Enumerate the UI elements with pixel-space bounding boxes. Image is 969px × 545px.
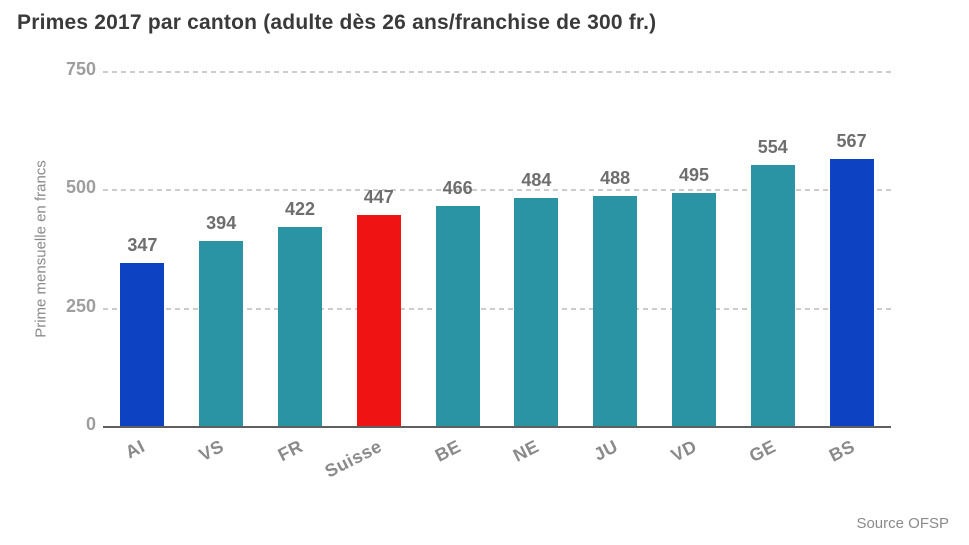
bar-ai (120, 263, 165, 427)
bar-group-ju: 488 JU (576, 72, 655, 465)
bar-group-fr: 422 FR (261, 72, 340, 465)
y-tick-label-250: 250 (65, 295, 96, 316)
bar-value-label: 447 (363, 187, 394, 207)
bar-fr (277, 227, 322, 427)
bar-ju (593, 196, 638, 427)
bar-value-label: 488 (600, 168, 631, 188)
x-axis-label-fr: FR (274, 436, 307, 466)
gridline-750 (103, 71, 891, 73)
y-tick-label-750: 750 (65, 59, 96, 79)
x-axis-label-vd: VD (667, 436, 701, 466)
bar-value-label: 394 (206, 213, 237, 233)
source-note: Source OFSP (856, 515, 949, 532)
bar-bs (829, 159, 874, 427)
bar-value-label: 466 (442, 178, 473, 198)
gridline-250 (103, 307, 891, 310)
y-axis-ticks: 0 250 500 750 (0, 59, 96, 434)
bar-value-label: 567 (836, 131, 867, 151)
x-axis-label-be: BE (431, 436, 464, 466)
bar-group-bs: 567 BS (812, 72, 891, 466)
bar-group-vd: 495 VD (655, 72, 734, 466)
bar-group-vs: 394 VS (182, 72, 261, 465)
x-axis-label-bs: BS (825, 436, 858, 466)
bar-group-ge: 554 GE (733, 72, 812, 466)
bar-ge (750, 165, 795, 427)
gridline-500 (103, 189, 891, 192)
chart-title: Primes 2017 par canton (adulte dès 26 an… (17, 11, 657, 34)
x-axis-label-ai: AI (122, 436, 149, 463)
bar-value-label: 422 (284, 199, 316, 219)
x-axis-label-ge: GE (745, 436, 779, 467)
x-axis-label-ju: JU (590, 436, 622, 465)
bar-group-suisse: 447 Suisse (321, 72, 418, 482)
bar-suisse (356, 215, 401, 427)
bars-container: 347 AI 394 VS 422 FR 447 Suisse 466 BE 484 NE 488 JU 4… (103, 72, 891, 482)
bar-value-label: 554 (757, 137, 788, 157)
y-tick-label-500: 500 (65, 177, 96, 198)
bar-ne (514, 198, 559, 427)
bar-be (435, 206, 480, 427)
y-tick-label-0: 0 (85, 414, 96, 434)
x-axis-label-suisse: Suisse (321, 436, 385, 482)
bar-value-label: 484 (521, 170, 552, 190)
bar-vs (199, 241, 244, 427)
bar-group-be: 466 BE (418, 72, 497, 466)
x-axis-label-ne: NE (510, 436, 543, 466)
x-axis-line (103, 426, 891, 428)
bar-value-label: 347 (127, 235, 158, 255)
bar-group-ne: 484 NE (497, 72, 576, 466)
bar-group-ai: 347 AI (103, 72, 182, 462)
x-axis-label-vs: VS (195, 436, 228, 466)
bar-vd (671, 193, 716, 427)
plot-area: 347 AI 394 VS 422 FR 447 Suisse 466 BE 484 NE 488 JU 4… (103, 71, 891, 482)
bar-value-label: 495 (678, 165, 709, 185)
